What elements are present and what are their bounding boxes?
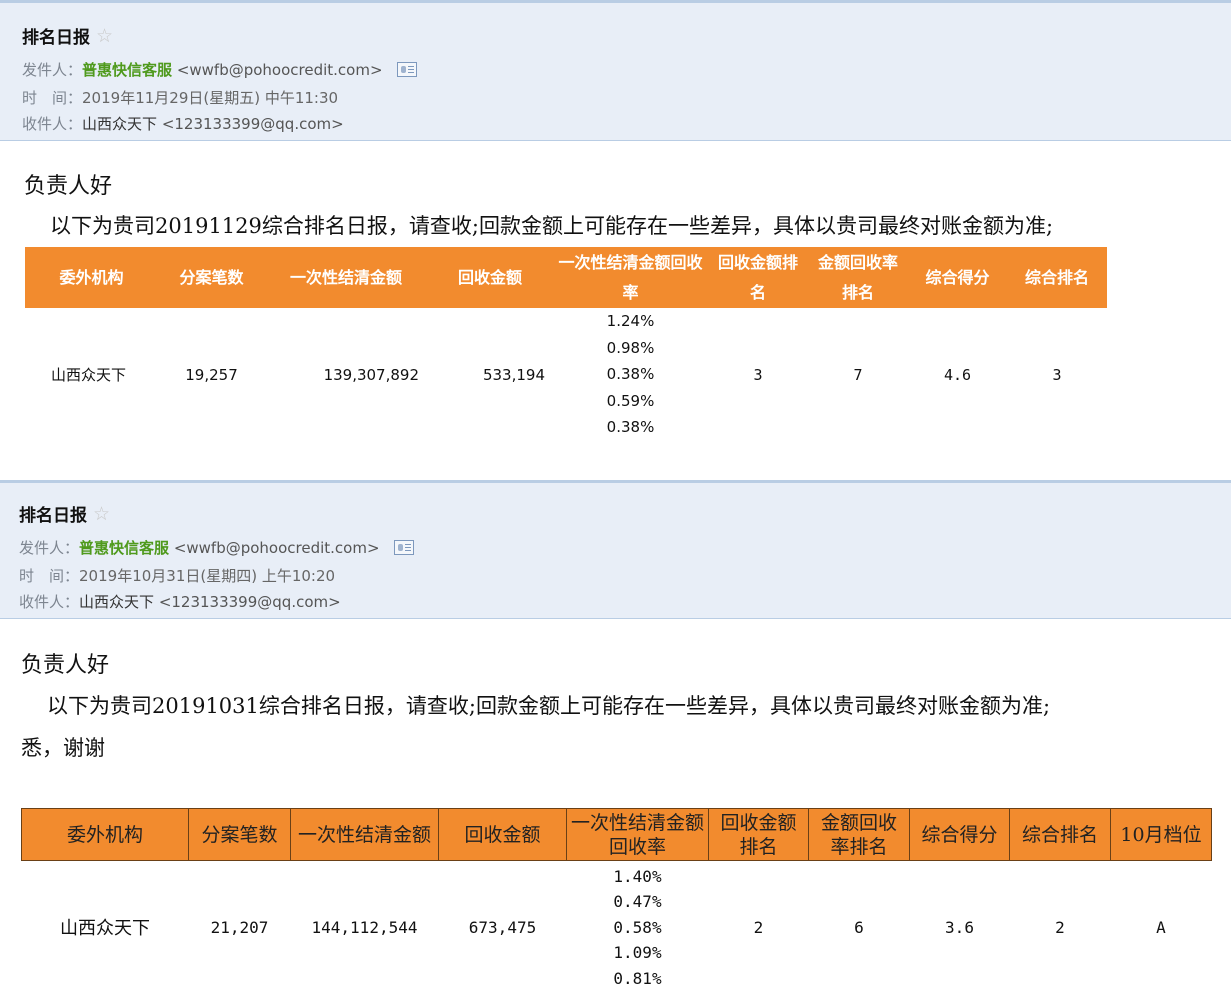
cell-score: 3.6: [945, 917, 974, 937]
recipient-email: <123133399@qq.com>: [158, 593, 341, 611]
col-header: 委外机构: [25, 247, 158, 308]
recipient-line: 收件人：山西众天下 <123133399@qq.com>: [19, 591, 341, 612]
email-subject: 排名日报 ☆: [22, 23, 114, 49]
recipient-name[interactable]: 山西众天下: [79, 593, 155, 611]
time-label: 时 间：: [22, 89, 83, 107]
col-header: 综合排名: [1009, 808, 1111, 861]
greeting: 负责人好: [21, 653, 110, 678]
rate-value: 0.98%: [606, 338, 655, 357]
rate-value: 0.81%: [613, 968, 662, 988]
cell-rate-rank: 6: [854, 917, 864, 937]
col-header: 金额回收率排名: [808, 247, 908, 308]
rate-value: 1.24%: [606, 312, 655, 331]
col-header: 一次性结清金额: [290, 808, 439, 861]
subject-text: 排名日报: [19, 506, 87, 526]
table-header-row: 委外机构 分案笔数 一次性结清金额 回收金额 一次性结清金额回收率 回收金额排名…: [21, 808, 1212, 861]
col-header: 回收金额排名: [708, 247, 808, 308]
email-1: 排名日报 ☆ 发件人：普惠快信客服 <wwfb@pohoocredit.com>…: [0, 0, 1231, 480]
cell-settle-amount: 144,112,544: [311, 917, 418, 937]
sender-name[interactable]: 普惠快信客服: [82, 61, 173, 79]
sender-label: 发件人：: [19, 539, 80, 557]
rate-value: 0.38%: [606, 418, 655, 437]
time-value: 2019年10月31日(星期四) 上午10:20: [79, 567, 336, 585]
body-text: 以下为贵司20191129综合排名日报，请查收;回款金额上可能存在一些差异，具体…: [50, 214, 1054, 238]
recipient-name[interactable]: 山西众天下: [82, 115, 158, 133]
col-header: 综合排名: [1007, 247, 1107, 308]
rate-value: 0.38%: [606, 365, 655, 384]
contact-card-icon[interactable]: [394, 540, 415, 555]
sender-email: <wwfb@pohoocredit.com>: [173, 539, 380, 557]
ranking-table: 委外机构 分案笔数 一次性结清金额 回收金额 一次性结清金额回收率 回收金额排名…: [21, 808, 1212, 994]
table-header-row: 委外机构 分案笔数 一次性结清金额 回收金额 一次性结清金额回收率 回收金额排名…: [25, 247, 1107, 308]
cell-org: 山西众天下: [51, 366, 127, 384]
sender-line: 发件人：普惠快信客服 <wwfb@pohoocredit.com>: [22, 59, 418, 80]
cell-rates: 1.40% 0.47% 0.58% 1.09% 0.81%: [567, 861, 709, 994]
col-header: 金额回收率排名: [808, 808, 910, 861]
email-2: 排名日报 ☆ 发件人：普惠快信客服 <wwfb@pohoocredit.com>…: [0, 480, 1231, 1004]
cell-count: 19,257: [185, 365, 238, 384]
rate-value: 1.40%: [613, 866, 662, 886]
col-header: 一次性结清金额回收率: [566, 808, 709, 861]
col-header: 一次性结清金额: [265, 247, 427, 308]
email-subject: 排名日报 ☆: [19, 501, 111, 527]
cell-overall-rank: 2: [1055, 917, 1065, 937]
cell-rates: 1.24% 0.98% 0.38% 0.59% 0.38%: [553, 308, 708, 441]
col-header: 综合得分: [908, 247, 1007, 308]
cell-rate-rank: 7: [853, 365, 863, 384]
table-row: 山西众天下 19,257 139,307,892 533,194 1.24% 0…: [25, 308, 1107, 441]
col-header: 回收金额: [427, 247, 553, 308]
cell-tier: A: [1156, 917, 1166, 937]
rate-value: 0.58%: [613, 917, 662, 937]
col-header: 回收金额排名: [708, 808, 809, 861]
cell-count: 21,207: [210, 917, 269, 937]
rate-value: 0.59%: [606, 391, 655, 410]
col-header: 分案笔数: [158, 247, 265, 308]
rate-value: 1.09%: [613, 943, 662, 962]
cell-recovered: 533,194: [482, 365, 545, 384]
email-header: 排名日报 ☆ 发件人：普惠快信客服 <wwfb@pohoocredit.com>…: [0, 0, 1231, 141]
star-icon[interactable]: ☆: [93, 502, 111, 525]
time-value: 2019年11月29日(星期五) 中午11:30: [82, 89, 339, 107]
cell-recovered-rank: 3: [753, 365, 763, 384]
cell-recovered: 673,475: [468, 917, 537, 937]
recipient-line: 收件人：山西众天下 <123133399@qq.com>: [22, 113, 344, 134]
table-row: 山西众天下 21,207 144,112,544 673,475 1.40% 0…: [22, 861, 1212, 994]
time-label: 时 间：: [19, 567, 80, 585]
rate-value: 0.47%: [613, 892, 662, 911]
body-text-tail: 悉，谢谢: [21, 736, 105, 760]
sender-label: 发件人：: [22, 61, 83, 79]
cell-org: 山西众天下: [60, 918, 150, 940]
body-text: 以下为贵司20191031综合排名日报，请查收;回款金额上可能存在一些差异，具体…: [47, 694, 1051, 718]
cell-recovered-rank: 2: [753, 917, 764, 937]
col-header: 综合得分: [909, 808, 1010, 861]
sender-email: <wwfb@pohoocredit.com>: [176, 61, 383, 79]
time-line: 时 间：2019年11月29日(星期五) 中午11:30: [22, 87, 338, 108]
greeting: 负责人好: [24, 174, 113, 199]
star-icon[interactable]: ☆: [96, 24, 114, 47]
recipient-label: 收件人：: [19, 593, 80, 611]
time-line: 时 间：2019年10月31日(星期四) 上午10:20: [19, 565, 335, 586]
email-header: 排名日报 ☆ 发件人：普惠快信客服 <wwfb@pohoocredit.com>…: [0, 480, 1231, 619]
col-header: 10月档位: [1110, 808, 1212, 861]
ranking-table: 委外机构 分案笔数 一次性结清金额 回收金额 一次性结清金额回收率 回收金额排名…: [25, 247, 1107, 441]
cell-settle-amount: 139,307,892: [323, 365, 419, 384]
col-header: 一次性结清金额回收率: [553, 247, 708, 308]
col-header: 委外机构: [21, 808, 189, 861]
sender-name[interactable]: 普惠快信客服: [79, 539, 170, 557]
recipient-email: <123133399@qq.com>: [161, 115, 344, 133]
sender-line: 发件人：普惠快信客服 <wwfb@pohoocredit.com>: [19, 537, 415, 558]
col-header: 回收金额: [438, 808, 567, 861]
contact-card-icon[interactable]: [397, 62, 418, 77]
subject-text: 排名日报: [22, 28, 90, 48]
col-header: 分案笔数: [188, 808, 291, 861]
cell-score: 4.6: [943, 365, 972, 384]
recipient-label: 收件人：: [22, 115, 83, 133]
cell-overall-rank: 3: [1052, 365, 1062, 384]
